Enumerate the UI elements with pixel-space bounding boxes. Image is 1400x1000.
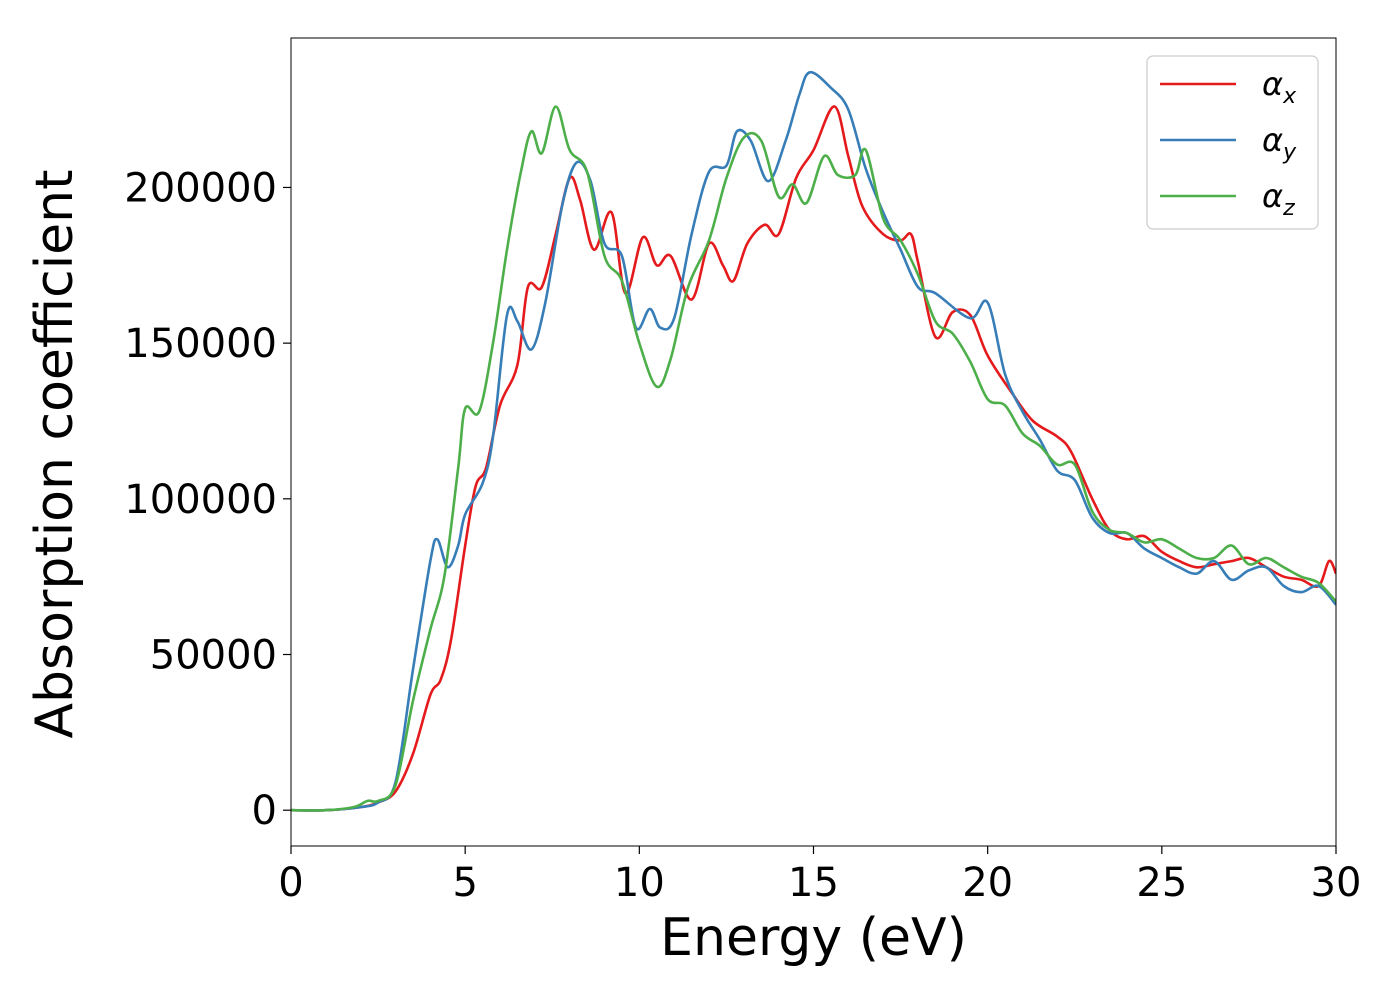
- legend: αx αy αz: [1146, 55, 1319, 230]
- x-tick-label: 30: [1311, 860, 1362, 906]
- series-line-y: [291, 70, 1336, 812]
- legend-label-z: αz: [1262, 177, 1295, 221]
- x-tick-label: 20: [962, 860, 1013, 906]
- y-tick-label: 100000: [124, 477, 277, 523]
- y-tick-label: 50000: [150, 633, 277, 679]
- y-tick-label: 0: [252, 788, 277, 834]
- x-tick-label: 15: [788, 860, 839, 906]
- x-tick-label: 0: [278, 860, 303, 906]
- legend-label-y: αy: [1262, 121, 1297, 165]
- y-tick-label: 200000: [124, 165, 277, 211]
- x-axis: 0 5 10 15 20 25 30: [278, 846, 1361, 906]
- series-line-z: [291, 105, 1336, 812]
- legend-label-x: αx: [1262, 65, 1297, 109]
- y-axis: 0 50000 100000 150000 200000: [124, 165, 291, 834]
- series-layer: [291, 70, 1336, 812]
- y-tick-label: 150000: [124, 321, 277, 367]
- legend-box: [1146, 55, 1319, 230]
- x-tick-label: 25: [1136, 860, 1187, 906]
- x-tick-label: 5: [452, 860, 477, 906]
- x-axis-title: Energy (eV): [660, 908, 967, 968]
- series-line-x: [291, 105, 1336, 812]
- x-tick-label: 10: [614, 860, 665, 906]
- y-axis-title: Absorption coefficient: [25, 169, 85, 738]
